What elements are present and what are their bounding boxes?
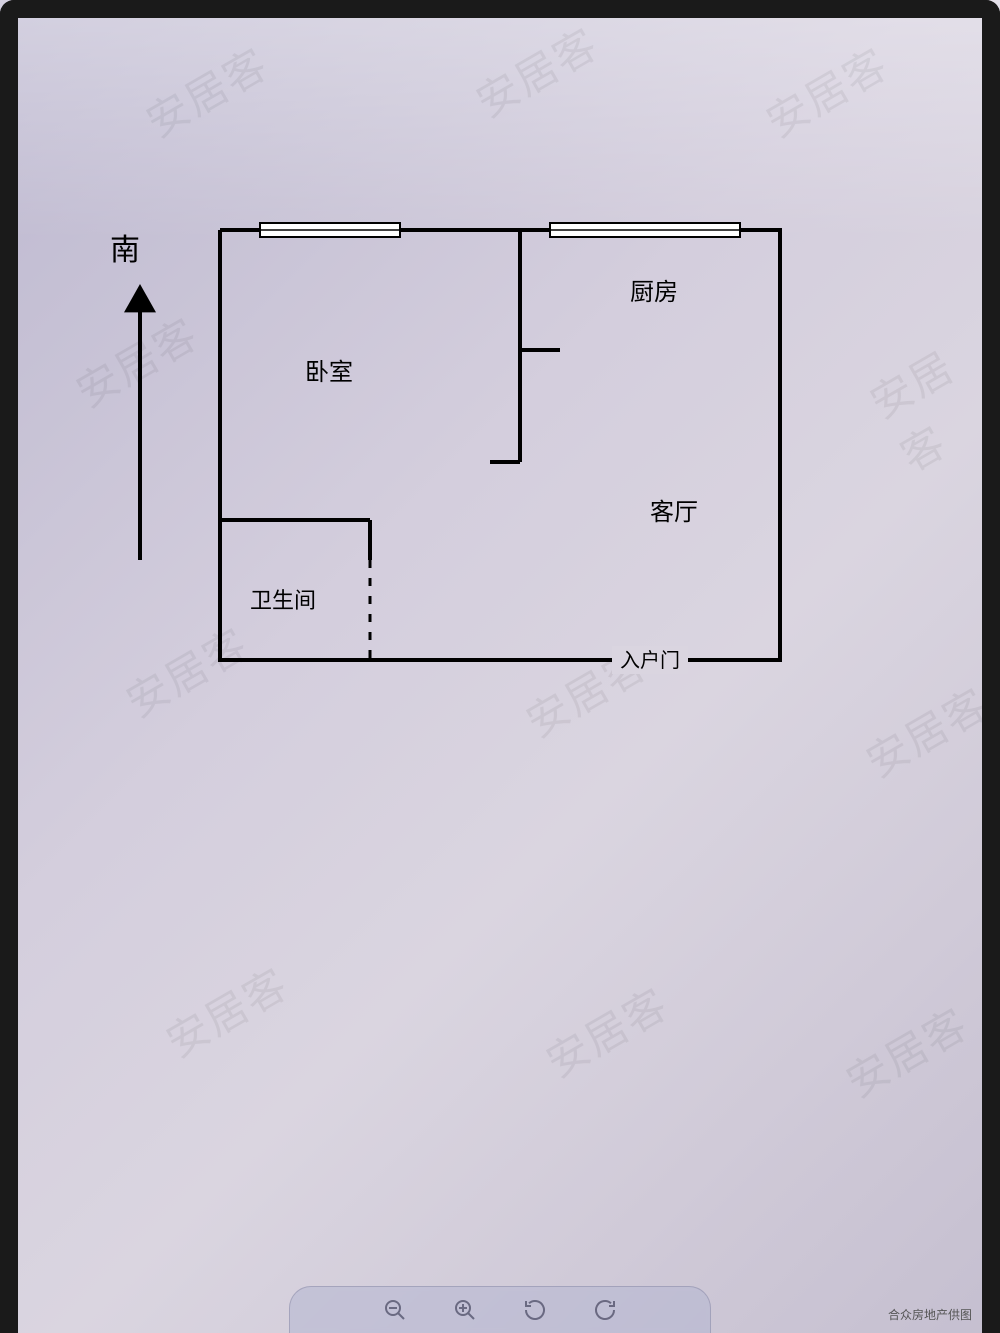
monitor-frame [0, 0, 1000, 1333]
